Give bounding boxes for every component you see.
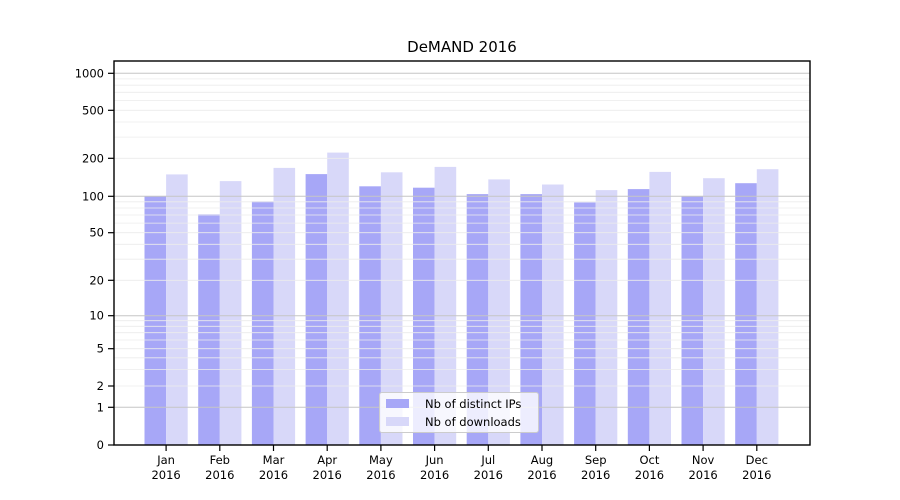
y-tick-label: 100: [82, 189, 104, 203]
y-tick-label: 1: [97, 400, 104, 414]
x-tick-label-year: 2016: [527, 468, 556, 482]
legend-label-distinct-ips: Nb of distinct IPs: [425, 396, 522, 411]
x-tick-label-month: Nov: [692, 453, 715, 467]
bar-downloads-may: [380, 172, 403, 446]
x-tick-label-month: Sep: [585, 453, 607, 467]
x-tick-label-year: 2016: [742, 468, 771, 482]
bar-ips-mar: [251, 201, 274, 445]
bar-downloads-dec: [756, 169, 779, 445]
bar-ips-jun: [413, 187, 435, 445]
y-tick-label: 0: [97, 438, 104, 452]
x-tick-label-year: 2016: [420, 468, 449, 482]
x-tick-label-year: 2016: [581, 468, 610, 482]
x-tick-label-year: 2016: [313, 468, 342, 482]
bar-ips-oct: [627, 189, 650, 445]
x-tick-label-year: 2016: [259, 468, 288, 482]
bar-downloads-jun: [434, 166, 457, 445]
y-tick-label: 50: [89, 226, 104, 240]
legend-swatch-distinct-ips: [386, 399, 409, 408]
bar-ips-aug: [520, 194, 542, 445]
bar-downloads-nov: [703, 178, 725, 445]
legend-label-downloads: Nb of downloads: [425, 414, 521, 429]
x-tick-label-month: Jun: [425, 453, 444, 467]
x-tick-label-month: Feb: [210, 453, 230, 467]
x-tick-label-year: 2016: [151, 468, 180, 482]
y-tick-label: 1000: [75, 66, 104, 80]
x-tick-label-month: May: [369, 453, 393, 467]
bar-downloads-apr: [327, 152, 349, 445]
x-tick-label-year: 2016: [474, 468, 503, 482]
x-tick-label-year: 2016: [366, 468, 395, 482]
bar-downloads-aug: [542, 184, 564, 445]
plot-border: [113, 60, 811, 446]
y-tick-label: 10: [89, 309, 104, 323]
y-tick-label: 200: [82, 151, 104, 165]
x-tick-label-year: 2016: [688, 468, 717, 482]
legend-item-distinct-ips: Nb of distinct IPs: [386, 396, 538, 412]
bar-downloads-feb: [219, 181, 242, 445]
bar-downloads-oct: [649, 171, 671, 445]
bar-downloads-sep: [595, 190, 618, 445]
x-tick-label-month: Apr: [317, 453, 337, 467]
x-tick-label-month: Aug: [531, 453, 553, 467]
legend-swatch-downloads: [386, 417, 409, 426]
y-tick-label: 5: [97, 342, 104, 356]
bar-downloads-jan: [166, 174, 188, 445]
bar-ips-sep: [574, 202, 596, 445]
bar-downloads-mar: [273, 167, 296, 445]
x-tick-label-year: 2016: [205, 468, 234, 482]
x-tick-label-month: Mar: [263, 453, 285, 467]
x-tick-label-year: 2016: [635, 468, 664, 482]
x-tick-label-month: Jan: [156, 453, 175, 467]
x-tick-label-month: Oct: [639, 453, 659, 467]
bar-ips-feb: [198, 214, 220, 445]
chart-title: DeMAND 2016: [407, 38, 517, 56]
bar-downloads-jul: [488, 179, 510, 445]
y-tick-label: 500: [82, 103, 104, 117]
bar-ips-apr: [305, 174, 328, 445]
x-tick-label-month: Dec: [746, 453, 768, 467]
x-tick-label-month: Jul: [480, 453, 495, 467]
y-tick-label: 2: [97, 379, 104, 393]
bar-ips-jul: [466, 194, 489, 445]
y-tick-label: 20: [89, 273, 104, 287]
bar-ips-dec: [735, 183, 757, 445]
legend-item-downloads: Nb of downloads: [386, 414, 538, 430]
legend: Nb of distinct IPs Nb of downloads: [379, 392, 539, 433]
